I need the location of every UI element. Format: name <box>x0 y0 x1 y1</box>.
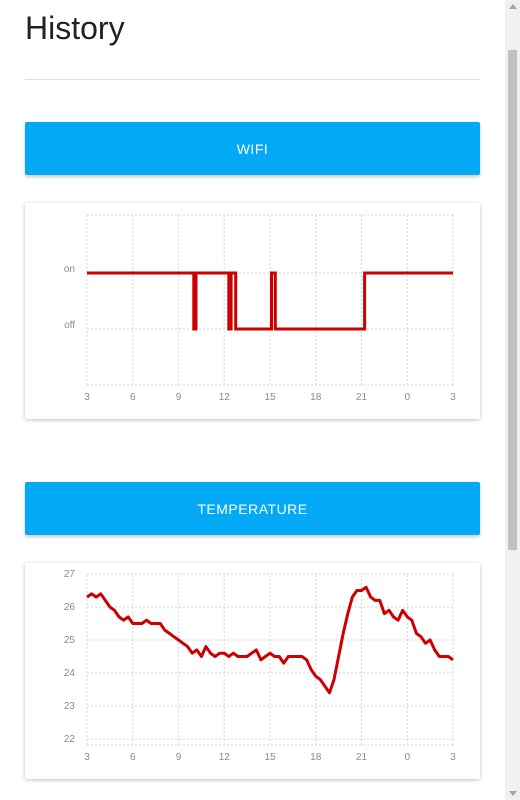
temperature-series-line <box>86 585 454 695</box>
x-tick-label: 3 <box>84 392 90 403</box>
scroll-down-arrow-icon[interactable] <box>509 791 517 796</box>
y-tick-label: off <box>64 320 75 331</box>
x-tick-label: 15 <box>264 752 276 763</box>
x-tick-label: 3 <box>450 752 456 763</box>
y-tick-label: 22 <box>64 734 76 745</box>
x-tick-label: 3 <box>450 392 456 403</box>
wifi-series-line <box>87 271 453 331</box>
x-tick-label: 21 <box>356 392 368 403</box>
temperature-section-button[interactable]: TEMPERATURE <box>25 482 480 535</box>
x-tick-label: 15 <box>264 392 276 403</box>
x-tick-label: 6 <box>130 392 136 403</box>
x-tick-label: 18 <box>310 752 322 763</box>
x-tick-label: 21 <box>356 752 368 763</box>
wifi-chart-card: 3 6 9 12 15 18 21 0 3 off on <box>25 203 480 419</box>
x-tick-label: 0 <box>404 392 410 403</box>
scroll-up-arrow-icon[interactable] <box>509 4 517 9</box>
y-tick-label: 23 <box>64 701 76 712</box>
x-tick-label: 0 <box>404 752 410 763</box>
x-tick-label: 9 <box>176 752 182 763</box>
vertical-scrollbar[interactable] <box>505 0 520 800</box>
temperature-chart-card: 22 23 24 25 26 27 3 6 9 12 15 18 21 0 3 <box>25 563 480 779</box>
x-tick-label: 18 <box>310 392 322 403</box>
y-tick-label: 25 <box>64 635 76 646</box>
wifi-chart: 3 6 9 12 15 18 21 0 3 off on <box>64 214 456 403</box>
history-page: History WIFI 3 6 9 12 15 18 21 0 3 off on TEMPERAT… <box>25 10 480 779</box>
scrollbar-thumb[interactable] <box>508 50 517 550</box>
page-title: History <box>25 10 125 46</box>
x-tick-label: 12 <box>219 752 231 763</box>
x-tick-label: 3 <box>84 752 90 763</box>
x-tick-label: 12 <box>219 392 231 403</box>
temperature-chart: 22 23 24 25 26 27 3 6 9 12 15 18 21 0 3 <box>64 569 456 763</box>
x-tick-label: 6 <box>130 752 136 763</box>
y-tick-label: on <box>64 264 75 275</box>
y-tick-label: 26 <box>64 602 76 613</box>
x-tick-label: 9 <box>176 392 182 403</box>
wifi-section-button[interactable]: WIFI <box>25 122 480 175</box>
title-divider <box>25 79 480 80</box>
y-tick-label: 27 <box>64 569 76 580</box>
y-tick-label: 24 <box>64 668 76 679</box>
